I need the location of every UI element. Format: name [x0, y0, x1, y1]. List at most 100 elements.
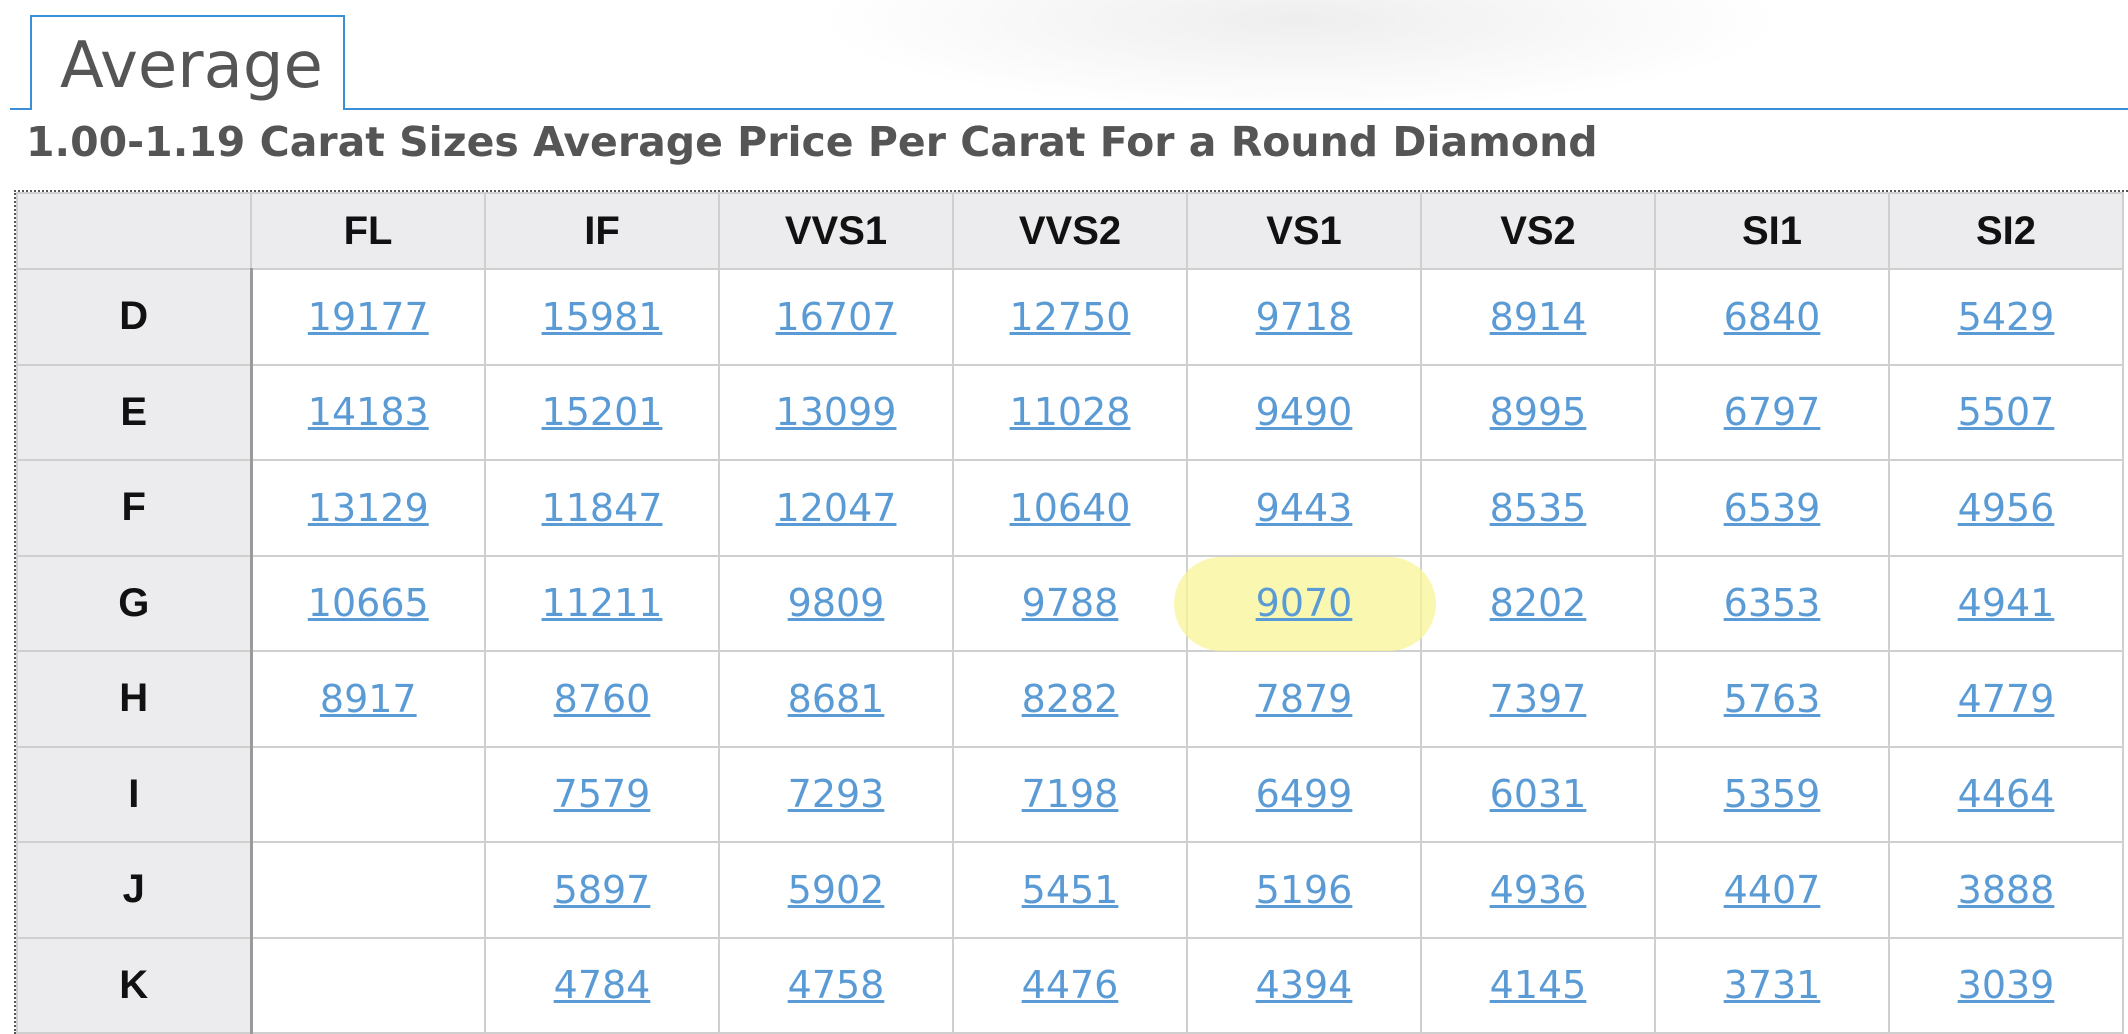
price-link[interactable]: 9443	[1255, 485, 1353, 530]
price-cell: 4758	[718, 936, 954, 1034]
price-link[interactable]: 5897	[553, 867, 651, 912]
price-link[interactable]: 7879	[1255, 676, 1353, 721]
price-link[interactable]: 6353	[1723, 581, 1821, 626]
price-link[interactable]: 19177	[307, 294, 429, 339]
tab-underline	[10, 108, 2128, 110]
price-link[interactable]: 3039	[1957, 963, 2055, 1008]
price-link[interactable]: 9070	[1255, 581, 1353, 626]
price-link[interactable]: 4941	[1957, 581, 2055, 626]
price-link[interactable]: 4394	[1255, 963, 1353, 1008]
price-link[interactable]: 8535	[1489, 485, 1587, 530]
price-link[interactable]: 16707	[775, 294, 897, 339]
price-link[interactable]: 4936	[1489, 867, 1587, 912]
price-link[interactable]: 8282	[1021, 676, 1119, 721]
tab-average[interactable]: Average	[30, 15, 345, 110]
column-header-vvs2: VVS2	[952, 192, 1188, 270]
price-link[interactable]: 4758	[787, 963, 885, 1008]
price-link[interactable]: 4784	[553, 963, 651, 1008]
column-header-vs1: VS1	[1186, 192, 1422, 270]
price-link[interactable]: 9788	[1021, 581, 1119, 626]
price-cell: 8917	[250, 650, 486, 748]
price-link[interactable]: 8760	[553, 676, 651, 721]
price-cell	[250, 841, 486, 939]
price-link[interactable]: 4145	[1489, 963, 1587, 1008]
price-cell: 4779	[1888, 650, 2124, 748]
price-cell: 11211	[484, 554, 720, 652]
price-cell: 5429	[1888, 268, 2124, 366]
price-link[interactable]: 6539	[1723, 485, 1821, 530]
price-link[interactable]: 7198	[1021, 772, 1119, 817]
price-link[interactable]: 5196	[1255, 867, 1353, 912]
price-link[interactable]: 11847	[541, 485, 663, 530]
price-link[interactable]: 5763	[1723, 676, 1821, 721]
price-cell: 6031	[1420, 745, 1656, 843]
price-link[interactable]: 15201	[541, 390, 663, 435]
price-cell: 4476	[952, 936, 1188, 1034]
price-link[interactable]: 4956	[1957, 485, 2055, 530]
price-table-container: FL IF VVS1 VVS2 VS1 VS2 SI1 SI2 D 19177 15981 1670…	[14, 190, 2128, 1034]
price-link[interactable]: 4476	[1021, 963, 1119, 1008]
price-cell: 14183	[250, 363, 486, 461]
price-cell: 8202	[1420, 554, 1656, 652]
price-cell: 7579	[484, 745, 720, 843]
price-cell: 6353	[1654, 554, 1890, 652]
tab-label: Average	[60, 29, 323, 103]
price-link[interactable]: 8917	[319, 676, 417, 721]
price-link[interactable]: 4779	[1957, 676, 2055, 721]
price-cell: 6499	[1186, 745, 1422, 843]
price-link[interactable]: 9809	[787, 581, 885, 626]
price-link[interactable]: 9718	[1255, 294, 1353, 339]
price-cell: 8282	[952, 650, 1188, 748]
price-link[interactable]: 12750	[1009, 294, 1131, 339]
price-link[interactable]: 5902	[787, 867, 885, 912]
price-link[interactable]: 12047	[775, 485, 897, 530]
price-link[interactable]: 11211	[541, 581, 663, 626]
price-cell: 3039	[1888, 936, 2124, 1034]
price-link[interactable]: 6031	[1489, 772, 1587, 817]
price-link[interactable]: 9490	[1255, 390, 1353, 435]
price-link[interactable]: 8202	[1489, 581, 1587, 626]
price-cell	[250, 745, 486, 843]
price-cell: 11847	[484, 459, 720, 557]
price-link[interactable]: 11028	[1009, 390, 1131, 435]
price-cell: 6840	[1654, 268, 1890, 366]
price-cell: 5196	[1186, 841, 1422, 939]
column-header-si2: SI2	[1888, 192, 2124, 270]
row-header-d: D	[16, 268, 253, 366]
price-cell: 12750	[952, 268, 1188, 366]
price-cell: 8995	[1420, 363, 1656, 461]
price-link[interactable]: 6499	[1255, 772, 1353, 817]
price-link[interactable]: 5507	[1957, 390, 2055, 435]
price-link[interactable]: 6797	[1723, 390, 1821, 435]
price-link[interactable]: 8914	[1489, 294, 1587, 339]
table-caption: 1.00-1.19 Carat Sizes Average Price Per …	[26, 118, 1598, 166]
price-link[interactable]: 4407	[1723, 867, 1821, 912]
price-link[interactable]: 7293	[787, 772, 885, 817]
price-link[interactable]: 3888	[1957, 867, 2055, 912]
price-link[interactable]: 4464	[1957, 772, 2055, 817]
price-link[interactable]: 3731	[1723, 963, 1821, 1008]
price-link[interactable]: 15981	[541, 294, 663, 339]
price-link[interactable]: 7397	[1489, 676, 1587, 721]
price-cell: 15201	[484, 363, 720, 461]
price-cell: 13129	[250, 459, 486, 557]
price-cell: 5763	[1654, 650, 1890, 748]
price-link[interactable]: 8681	[787, 676, 885, 721]
row-header-e: E	[16, 363, 253, 461]
row-header-j: J	[16, 841, 253, 939]
column-header-vs2: VS2	[1420, 192, 1656, 270]
price-link[interactable]: 5451	[1021, 867, 1119, 912]
price-link[interactable]: 5429	[1957, 294, 2055, 339]
price-link[interactable]: 10665	[307, 581, 429, 626]
price-cell: 4784	[484, 936, 720, 1034]
table-row: J 5897 5902 5451 5196 4936 4407 3888	[16, 841, 2124, 939]
price-link[interactable]: 5359	[1723, 772, 1821, 817]
price-cell: 9490	[1186, 363, 1422, 461]
price-link[interactable]: 10640	[1009, 485, 1131, 530]
price-link[interactable]: 14183	[307, 390, 429, 435]
price-link[interactable]: 8995	[1489, 390, 1587, 435]
price-link[interactable]: 6840	[1723, 294, 1821, 339]
price-link[interactable]: 13099	[775, 390, 897, 435]
price-link[interactable]: 13129	[307, 485, 429, 530]
price-link[interactable]: 7579	[553, 772, 651, 817]
